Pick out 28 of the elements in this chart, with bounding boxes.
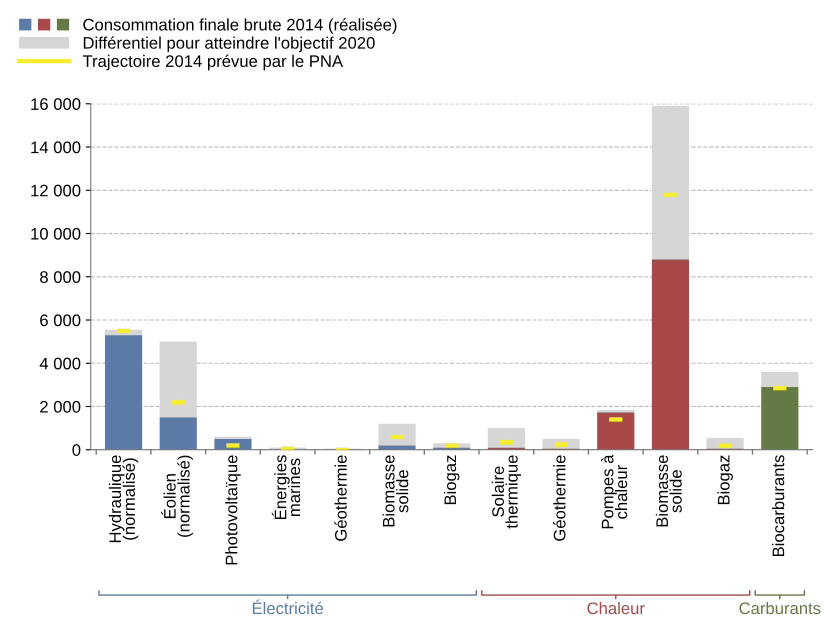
y-tick-label: 4 000 <box>40 358 80 370</box>
y-tick-label: 0 <box>72 444 80 456</box>
text: Électricité <box>252 600 324 614</box>
y-tick-label: 16 000 <box>31 98 80 110</box>
x-tick-label: Énergies marines <box>272 455 300 520</box>
x-tick-label: Solaire thermique <box>492 455 522 528</box>
x-tick-label: Biomasse solide <box>656 455 682 526</box>
y-tick-label: 14 000 <box>31 141 80 154</box>
x-tick-label: Biogaz <box>444 455 460 504</box>
y-tick-label: 6 000 <box>40 314 80 326</box>
x-tick-label: Biogaz <box>717 455 733 504</box>
legend-label: Différentiel pour atteindre l'objectif 2020 <box>84 36 375 52</box>
y-tick-label: 12 000 <box>31 184 80 196</box>
y-tick-label: 2 000 <box>40 400 80 413</box>
x-tick-label: Géothermie <box>553 455 566 541</box>
legend-label: Trajectoire 2014 prévue par le PNA <box>82 54 344 70</box>
legend-label: Consommation finale brute 2014 (réalisée) <box>83 18 396 34</box>
x-tick-label: Hydraulique (normalisé) <box>108 455 138 542</box>
text: Carburants <box>739 602 820 614</box>
x-tick-label: Biocarburants <box>772 455 784 556</box>
y-tick-label: 10 000 <box>31 228 80 240</box>
x-tick-label: Géothermie <box>334 455 347 541</box>
y-tick-label: 8 000 <box>40 271 80 283</box>
text: Chaleur <box>587 602 645 614</box>
x-tick-label: Éolien (normalisé) <box>161 456 193 537</box>
x-tick-label: Pompes à chaleur <box>601 454 628 528</box>
x-tick-label: Photovoltaïque <box>225 455 241 564</box>
x-tick-label: Biomasse solide <box>382 455 408 526</box>
